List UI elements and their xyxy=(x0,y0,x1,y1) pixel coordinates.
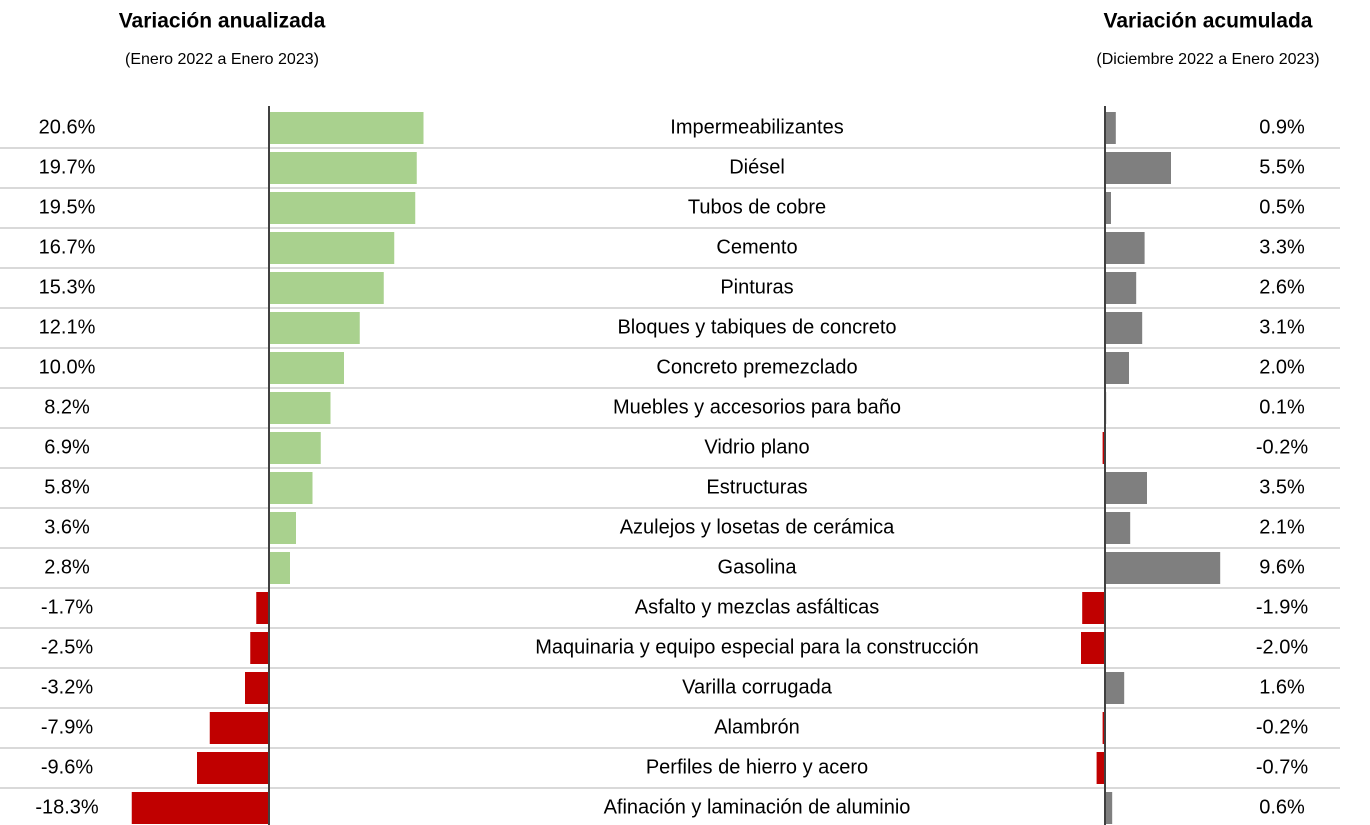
category-label: Maquinaria y equipo especial para la con… xyxy=(535,636,979,658)
bar xyxy=(1105,352,1129,384)
value-label: 9.6% xyxy=(1259,556,1305,578)
bar xyxy=(131,792,269,824)
value-label: 3.3% xyxy=(1259,236,1305,258)
panel-subtitle: (Diciembre 2022 a Enero 2023) xyxy=(1096,51,1319,68)
bar xyxy=(245,672,269,704)
value-label: 2.6% xyxy=(1259,276,1305,298)
value-label: 0.9% xyxy=(1259,116,1305,138)
value-label: 1.6% xyxy=(1259,676,1305,698)
panel-subtitle: (Enero 2022 a Enero 2023) xyxy=(125,51,319,68)
value-label: 16.7% xyxy=(39,236,96,258)
category-label: Impermeabilizantes xyxy=(670,116,843,138)
value-label: 8.2% xyxy=(44,396,90,418)
value-label: -2.5% xyxy=(41,636,93,658)
bar xyxy=(1105,672,1125,704)
value-label: 15.3% xyxy=(39,276,96,298)
bar xyxy=(1105,472,1147,504)
value-label: 2.0% xyxy=(1259,356,1305,378)
value-label: -2.0% xyxy=(1256,636,1308,658)
value-label: 2.1% xyxy=(1259,516,1305,538)
value-label: -9.6% xyxy=(41,756,93,778)
value-label: -3.2% xyxy=(41,676,93,698)
value-label: 0.1% xyxy=(1259,396,1305,418)
value-label: 5.8% xyxy=(44,476,90,498)
bar xyxy=(1105,312,1143,344)
bar xyxy=(269,152,417,184)
value-label: 19.5% xyxy=(39,196,96,218)
value-label: 0.5% xyxy=(1259,196,1305,218)
bar xyxy=(1105,512,1131,544)
value-label: 3.6% xyxy=(44,516,90,538)
bar xyxy=(269,112,424,144)
bar xyxy=(250,632,269,664)
value-label: -0.2% xyxy=(1256,716,1308,738)
category-label: Estructuras xyxy=(706,476,807,498)
value-label: 12.1% xyxy=(39,316,96,338)
bar xyxy=(269,552,290,584)
category-label: Varilla corrugada xyxy=(682,676,833,698)
panel-title: Variación acumulada xyxy=(1104,10,1313,33)
bar xyxy=(269,272,384,304)
bar xyxy=(1102,432,1105,464)
category-label: Alambrón xyxy=(714,716,800,738)
bar xyxy=(1105,272,1137,304)
bar xyxy=(269,512,296,544)
bar xyxy=(1102,712,1105,744)
bar xyxy=(269,472,313,504)
value-label: -7.9% xyxy=(41,716,93,738)
category-label: Asfalto y mezclas asfálticas xyxy=(635,596,880,618)
bar xyxy=(197,752,269,784)
value-label: 6.9% xyxy=(44,436,90,458)
value-label: 3.5% xyxy=(1259,476,1305,498)
value-label: 3.1% xyxy=(1259,316,1305,338)
bar xyxy=(269,312,360,344)
value-label: -1.7% xyxy=(41,596,93,618)
bar xyxy=(1105,112,1116,144)
value-label: -18.3% xyxy=(35,796,99,818)
value-label: -0.7% xyxy=(1256,756,1308,778)
bar xyxy=(1105,792,1113,824)
category-label: Azulejos y losetas de cerámica xyxy=(620,516,895,538)
category-label: Diésel xyxy=(729,156,785,178)
bar xyxy=(1105,152,1171,184)
category-label: Bloques y tabiques de concreto xyxy=(617,316,896,338)
category-label: Tubos de cobre xyxy=(688,196,826,218)
bar xyxy=(1105,552,1221,584)
category-label: Perfiles de hierro y acero xyxy=(646,756,868,778)
value-label: 5.5% xyxy=(1259,156,1305,178)
bar xyxy=(256,592,269,624)
value-label: -0.2% xyxy=(1256,436,1308,458)
value-label: 19.7% xyxy=(39,156,96,178)
bar xyxy=(1082,592,1105,624)
panel-title: Variación anualizada xyxy=(119,10,326,33)
bar xyxy=(269,392,331,424)
category-label: Vidrio plano xyxy=(704,436,809,458)
category-label: Cemento xyxy=(716,236,797,258)
bar xyxy=(1105,192,1111,224)
category-label: Concreto premezclado xyxy=(656,356,857,378)
category-label: Muebles y accesorios para baño xyxy=(613,396,901,418)
bar xyxy=(1105,232,1145,264)
bar xyxy=(269,192,416,224)
value-label: -1.9% xyxy=(1256,596,1308,618)
category-label: Pinturas xyxy=(720,276,793,298)
bar xyxy=(269,352,344,384)
value-label: 2.8% xyxy=(44,556,90,578)
category-label: Afinación y laminación de aluminio xyxy=(604,796,911,818)
bar xyxy=(269,432,321,464)
bar xyxy=(209,712,269,744)
value-label: 20.6% xyxy=(39,116,96,138)
bar xyxy=(1096,752,1105,784)
bar xyxy=(1081,632,1105,664)
bar xyxy=(269,232,395,264)
category-label: Gasolina xyxy=(718,556,798,578)
value-label: 10.0% xyxy=(39,356,96,378)
value-label: 0.6% xyxy=(1259,796,1305,818)
